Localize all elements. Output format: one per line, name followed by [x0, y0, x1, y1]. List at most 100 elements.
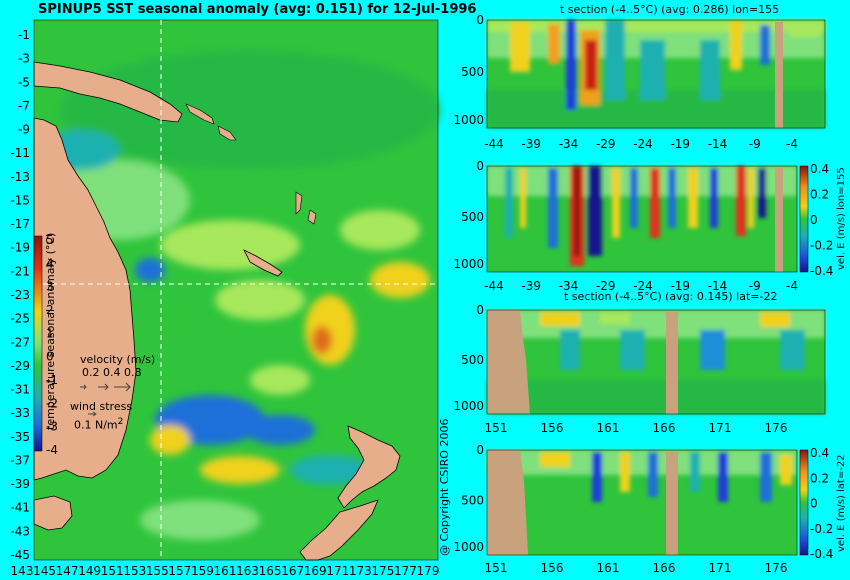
- map-x-tick: 171: [326, 564, 349, 578]
- section-x-tick: -39: [521, 279, 541, 293]
- map-y-tick: -29: [10, 359, 30, 373]
- map-x-tick: 153: [123, 564, 146, 578]
- colorbar-tick: 4: [46, 256, 54, 270]
- temperature-colorbar-ticks: 5 4 3 2 1 0 -1 -2 -3 -4: [46, 233, 58, 457]
- map-y-tick: -27: [10, 335, 30, 349]
- map-y-tick: -11: [10, 146, 30, 160]
- section1-plot: [486, 19, 826, 129]
- section2-plot: [486, 165, 809, 273]
- velocity-legend-arrows: [80, 382, 131, 417]
- colorbar-tick: -4: [46, 443, 58, 457]
- colorbar-tick: 5: [46, 233, 54, 247]
- section-x-tick: -24: [633, 137, 653, 151]
- map-x-tick: 155: [146, 564, 169, 578]
- map-y-tick: -17: [10, 217, 30, 231]
- map-y-tick: -7: [18, 99, 30, 113]
- map-y-tick: -35: [10, 430, 30, 444]
- section-y-tick: 0: [476, 303, 484, 317]
- velocity-colorbar-lon: [799, 165, 809, 273]
- map-y-tick: -31: [10, 383, 30, 397]
- map-x-tick: 173: [349, 564, 372, 578]
- map-x-tick: 163: [236, 564, 259, 578]
- velocity-colorbar-tick: 0.4: [810, 162, 829, 176]
- map-y-tick: -19: [10, 241, 30, 255]
- section-y-tick: 1000: [453, 540, 484, 554]
- section-y-tick: 500: [461, 353, 484, 367]
- section1-title: t section (-4..5°C) (avg: 0.286) lon=155: [560, 3, 780, 16]
- section-y-tick: 500: [461, 210, 484, 224]
- colorbar-tick: -3: [46, 420, 58, 434]
- section-x-tick: -19: [670, 137, 690, 151]
- map-x-tick: 147: [56, 564, 79, 578]
- sst-map: [33, 19, 440, 561]
- velocity-colorbar-lat: [799, 449, 809, 556]
- map-x-tick: 149: [78, 564, 101, 578]
- colorbar-tick: -1: [46, 373, 58, 387]
- velocity-colorbar-tick: -0.4: [810, 264, 833, 278]
- colorbar-tick: 0: [46, 350, 54, 364]
- map-y-tick: -37: [10, 453, 30, 467]
- temperature-colorbar-label: temperature seasonal anomaly (°C): [44, 232, 57, 430]
- section-x-tick: 161: [597, 561, 620, 575]
- section-x-tick: -29: [596, 137, 616, 151]
- map-x-tick: 159: [191, 564, 214, 578]
- map-x-tick: 177: [394, 564, 417, 578]
- section-y-tick: 0: [476, 443, 484, 457]
- section4-plot: [486, 449, 809, 556]
- map-y-tick: -9: [18, 123, 30, 137]
- section4-ticks: 151 156 161 166 171 176 0 500 1000 0.4 0.2 0 -0.2 -0.…: [453, 443, 833, 575]
- section-x-tick: -39: [521, 137, 541, 151]
- section-y-tick: 0: [476, 13, 484, 27]
- map-y-tick: -15: [10, 193, 30, 207]
- colorbar-tick: 3: [46, 280, 54, 294]
- map-x-tick: 143: [11, 564, 34, 578]
- section-x-tick: 176: [765, 421, 788, 435]
- section-x-tick: -19: [670, 279, 690, 293]
- copyright-text: @ Copyright CSIRO 2006: [438, 418, 451, 556]
- colorbar-tick: 2: [46, 303, 54, 317]
- section-y-tick: 500: [461, 493, 484, 507]
- section-x-tick: 176: [765, 561, 788, 575]
- section-x-tick: 151: [485, 421, 508, 435]
- map-title: SPINUP5 SST seasonal anomaly (avg: 0.151…: [38, 2, 477, 17]
- velocity-colorbar-tick: 0.4: [810, 446, 829, 460]
- section-x-tick: -9: [749, 279, 761, 293]
- wind-stress-value: 0.1 N/m2: [74, 416, 124, 432]
- map-x-tick: 161: [214, 564, 237, 578]
- section3-ticks: 151 156 161 166 171 176 0 500 1000: [453, 303, 787, 435]
- section-x-tick: -14: [708, 137, 728, 151]
- map-y-tick: -25: [10, 312, 30, 326]
- velocity-colorbar-lon-label: vel. E (m/s) lon=155: [836, 167, 847, 270]
- colorbar-tick: 1: [46, 326, 54, 340]
- map-y-tick: -13: [10, 170, 30, 184]
- section-x-tick: 166: [653, 561, 676, 575]
- section3-plot: [486, 309, 826, 415]
- section-x-tick: -34: [559, 279, 579, 293]
- velocity-colorbar-tick: 0: [810, 213, 818, 227]
- map-y-tick: -41: [10, 501, 30, 515]
- map-x-tick: 179: [417, 564, 440, 578]
- section-y-tick: 1000: [453, 113, 484, 127]
- section-x-tick: -14: [708, 279, 728, 293]
- section-x-tick: -44: [484, 279, 504, 293]
- temperature-colorbar: [33, 235, 43, 452]
- section-x-tick: 151: [485, 561, 508, 575]
- map-y-tick: -3: [18, 52, 30, 66]
- colorbar-tick: -2: [46, 396, 58, 410]
- velocity-colorbar-tick: -0.2: [810, 239, 833, 253]
- section3-title: t section (-4..5°C) (avg: 0.145) lat=-22: [564, 290, 778, 303]
- map-y-tick: -39: [10, 477, 30, 491]
- wind-stress-label: wind stress: [70, 400, 133, 413]
- velocity-colorbar-tick: -0.4: [810, 547, 833, 561]
- map-y-tick: -21: [10, 264, 30, 278]
- section-x-tick: 166: [653, 421, 676, 435]
- section-x-tick: 156: [541, 421, 564, 435]
- section-x-tick: -9: [749, 137, 761, 151]
- velocity-colorbar-tick: 0.2: [810, 188, 829, 202]
- velocity-colorbar-tick: 0.2: [810, 471, 829, 485]
- section-x-tick: 171: [709, 421, 732, 435]
- section-x-tick: 161: [597, 421, 620, 435]
- section2-ticks: -44 -39 -34 -29 -24 -19 -14 -9 -4 0 500 1000 0.4 0.2 0…: [453, 159, 833, 293]
- map-x-tick: 151: [101, 564, 124, 578]
